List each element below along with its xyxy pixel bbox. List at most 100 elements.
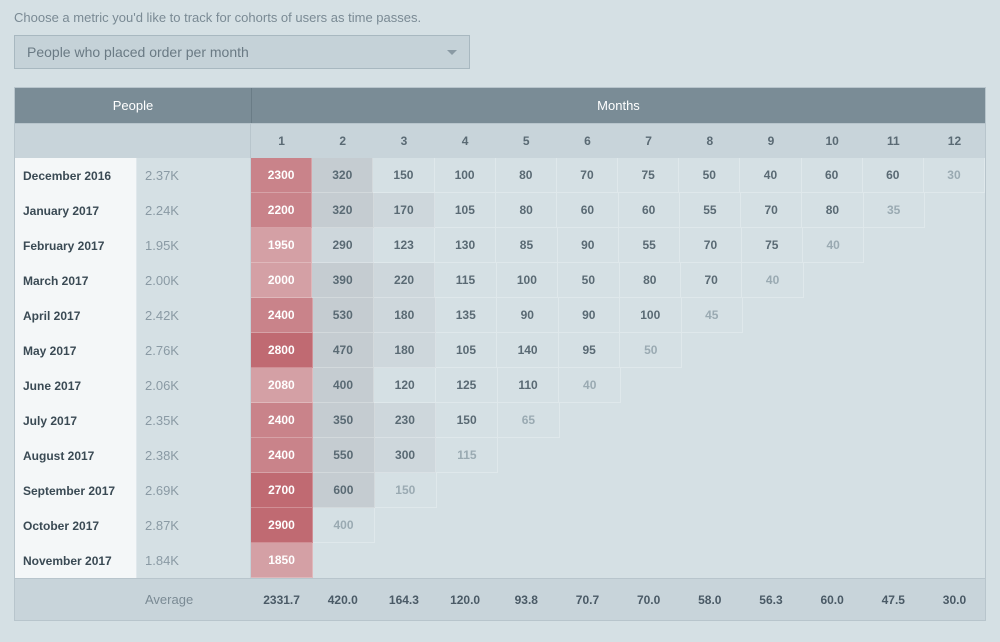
cohort-cell[interactable]: 55 — [680, 193, 741, 228]
cohort-cell[interactable]: 90 — [558, 228, 619, 263]
cohort-cell[interactable]: 180 — [374, 298, 436, 333]
cohort-cell[interactable]: 180 — [374, 333, 436, 368]
cohort-cell[interactable]: 70 — [741, 193, 802, 228]
cohort-cell[interactable]: 2400 — [251, 298, 313, 333]
cohort-cell[interactable]: 80 — [620, 263, 681, 298]
cohort-cell[interactable]: 40 — [559, 368, 621, 403]
cohort-cell[interactable]: 2400 — [251, 438, 313, 473]
cohort-cell[interactable]: 125 — [436, 368, 498, 403]
cohort-cell[interactable]: 70 — [557, 158, 618, 193]
cohort-cell[interactable]: 35 — [864, 193, 925, 228]
cohort-cell-empty — [497, 508, 558, 543]
cohort-cell[interactable]: 320 — [312, 158, 373, 193]
average-cell: 164.3 — [373, 579, 434, 620]
cohort-cell[interactable]: 135 — [436, 298, 498, 333]
cohort-cell[interactable]: 2400 — [251, 403, 313, 438]
cohort-label: May 2017 — [15, 333, 137, 368]
month-column-header: 6 — [557, 124, 618, 158]
cohort-cell[interactable]: 85 — [496, 228, 557, 263]
cohort-cell-empty — [742, 438, 803, 473]
cohort-cell[interactable]: 170 — [374, 193, 435, 228]
cohort-cell[interactable]: 2300 — [251, 158, 312, 193]
cohort-cell[interactable]: 30 — [924, 158, 985, 193]
metric-dropdown[interactable]: People who placed order per month — [14, 35, 470, 69]
cohort-cell[interactable]: 60 — [802, 158, 863, 193]
cohort-cell[interactable]: 600 — [313, 473, 375, 508]
cohort-cell[interactable]: 400 — [313, 368, 375, 403]
cohort-cell[interactable]: 80 — [496, 193, 557, 228]
cohort-cell[interactable]: 390 — [312, 263, 373, 298]
cohort-cell-empty — [864, 333, 925, 368]
cohort-cell[interactable]: 2080 — [251, 368, 313, 403]
cohort-cell-empty — [436, 508, 497, 543]
cohort-cell[interactable]: 80 — [496, 158, 557, 193]
cohort-cell[interactable]: 90 — [497, 298, 559, 333]
month-column-header: 11 — [863, 124, 924, 158]
cohort-cell[interactable]: 105 — [436, 333, 498, 368]
cohort-cell[interactable]: 50 — [679, 158, 740, 193]
cohort-cell[interactable]: 50 — [558, 263, 619, 298]
cohort-cell[interactable]: 40 — [742, 263, 803, 298]
cohort-cell[interactable]: 55 — [619, 228, 680, 263]
cohort-cell-empty — [803, 333, 864, 368]
cohort-cell[interactable]: 100 — [435, 158, 496, 193]
cohort-cell[interactable]: 130 — [435, 228, 496, 263]
month-column-header: 4 — [435, 124, 496, 158]
cohort-cell[interactable]: 110 — [498, 368, 560, 403]
average-cell: 70.7 — [557, 579, 618, 620]
cohort-cell[interactable]: 70 — [681, 263, 742, 298]
cohort-cell-empty — [742, 403, 803, 438]
table-row: September 20172.69K2700600150 — [15, 473, 985, 508]
cohort-cell[interactable]: 115 — [436, 438, 498, 473]
cohort-cell-empty — [559, 473, 620, 508]
month-column-header: 8 — [679, 124, 740, 158]
cohort-cell[interactable]: 220 — [374, 263, 435, 298]
cohort-cell[interactable]: 105 — [435, 193, 496, 228]
cohort-cell[interactable]: 350 — [313, 403, 375, 438]
cohort-cell[interactable]: 2900 — [251, 508, 313, 543]
cohort-cell[interactable]: 150 — [436, 403, 498, 438]
cohort-cell[interactable]: 80 — [802, 193, 863, 228]
cohort-cell[interactable]: 550 — [313, 438, 375, 473]
cohort-cell-empty — [742, 368, 803, 403]
cohort-cell[interactable]: 75 — [618, 158, 679, 193]
cohort-cell[interactable]: 90 — [559, 298, 621, 333]
cohort-cell[interactable]: 1950 — [251, 228, 312, 263]
cohort-cell[interactable]: 65 — [498, 403, 560, 438]
table-row: January 20172.24K22003201701058060605570… — [15, 193, 985, 228]
cohort-cell[interactable]: 150 — [375, 473, 437, 508]
cohort-cell[interactable]: 290 — [312, 228, 373, 263]
cohort-cell[interactable]: 530 — [313, 298, 375, 333]
cohort-cell-empty — [802, 543, 863, 578]
cohort-cell[interactable]: 50 — [620, 333, 682, 368]
cohort-cell[interactable]: 40 — [803, 228, 864, 263]
cohort-cell[interactable]: 230 — [375, 403, 437, 438]
cohort-cell[interactable]: 150 — [373, 158, 434, 193]
cohort-cell[interactable]: 70 — [680, 228, 741, 263]
cohort-cell[interactable]: 60 — [619, 193, 680, 228]
cohort-cell[interactable]: 123 — [374, 228, 435, 263]
cohort-cell[interactable]: 100 — [497, 263, 558, 298]
cohort-cell[interactable]: 300 — [375, 438, 437, 473]
cohort-cell[interactable]: 40 — [740, 158, 801, 193]
cohort-cell-empty — [435, 543, 496, 578]
cohort-cell[interactable]: 320 — [312, 193, 373, 228]
cohort-cell[interactable]: 95 — [559, 333, 621, 368]
cohort-cell[interactable]: 1850 — [251, 543, 313, 578]
cohort-cell[interactable]: 75 — [742, 228, 803, 263]
cohort-cell[interactable]: 60 — [557, 193, 618, 228]
cohort-cell[interactable]: 2000 — [251, 263, 312, 298]
cohort-cell[interactable]: 120 — [374, 368, 436, 403]
cohort-cell[interactable]: 140 — [497, 333, 559, 368]
cohort-cell[interactable]: 2700 — [251, 473, 313, 508]
cohort-cell-empty — [498, 438, 559, 473]
cohort-cell[interactable]: 100 — [620, 298, 682, 333]
cohort-cell[interactable]: 2200 — [251, 193, 312, 228]
cohort-cell[interactable]: 470 — [313, 333, 375, 368]
cohort-cell[interactable]: 45 — [682, 298, 744, 333]
cohort-cell-empty — [437, 473, 498, 508]
cohort-cell[interactable]: 2800 — [251, 333, 313, 368]
cohort-cell[interactable]: 115 — [435, 263, 496, 298]
cohort-cell[interactable]: 60 — [863, 158, 924, 193]
cohort-cell[interactable]: 400 — [313, 508, 375, 543]
